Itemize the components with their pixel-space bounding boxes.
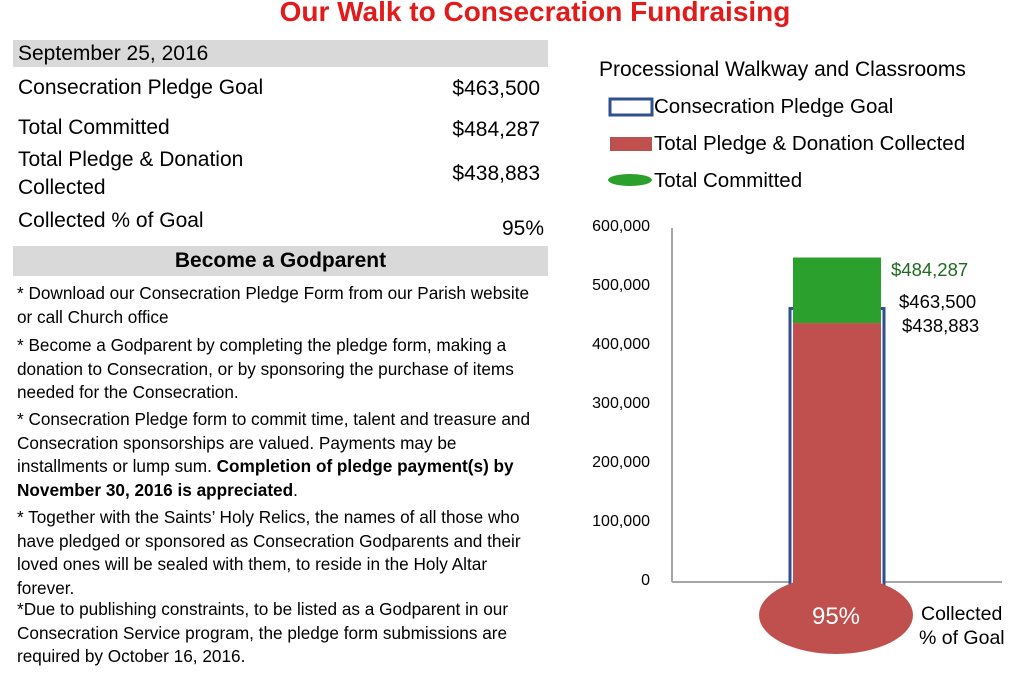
y-tick-label: 100,000 (592, 513, 650, 530)
legend-label-collected: Total Pledge & Donation Collected (654, 132, 966, 155)
label-goal-value: $463,500 (899, 291, 977, 312)
bar-collected (793, 323, 881, 592)
bar-committed (793, 257, 881, 324)
y-tick-label: 200,000 (592, 454, 650, 471)
note-pledge-form: * Consecration Pledge form to commit tim… (17, 408, 549, 502)
percent-caption-line1: Collected (921, 603, 1003, 625)
label-collected-value: $438,883 (902, 315, 980, 336)
percent-badge-ellipse (759, 576, 913, 654)
legend-label-committed: Total Committed (654, 169, 803, 192)
goal-label: Consecration Pledge Goal (18, 76, 264, 99)
date-band (13, 40, 548, 67)
note-pledge-form-deadline: Completion of pledge payment(s) by Novem… (17, 456, 514, 500)
committed-label: Total Committed (18, 116, 170, 139)
note-pledge-form-tail: . (293, 479, 298, 500)
collected-value: $438,883 (452, 162, 540, 185)
y-tick-label: 600,000 (592, 218, 650, 235)
legend-swatches (608, 97, 654, 186)
percent-label: Collected % of Goal (18, 209, 204, 232)
y-tick-label: 500,000 (592, 277, 650, 294)
goal-value: $463,500 (452, 77, 540, 100)
legend-swatch-goal (608, 97, 654, 117)
percent-value: 95% (501, 217, 544, 240)
report-date: September 25, 2016 (18, 42, 209, 65)
note-download: * Download our Consecration Pledge Form … (17, 283, 530, 327)
collected-label-line1: Total Pledge & Donation (18, 148, 244, 171)
note-pledge-form-text: * Consecration Pledge form to commit tim… (17, 409, 531, 476)
note-holy-relics: * Together with the Saints’ Holy Relics,… (17, 507, 521, 598)
y-tick-label: 0 (641, 572, 650, 589)
chart-title: Processional Walkway and Classrooms (599, 58, 966, 81)
y-tick-label: 300,000 (592, 395, 650, 412)
legend-swatch-collected (610, 137, 652, 151)
percent-badge-text: 95% (812, 603, 860, 630)
committed-value: $484,287 (452, 118, 540, 141)
label-committed-value: $484,287 (891, 259, 969, 280)
note-become-godparent: * Become a Godparent by completing the p… (17, 335, 514, 402)
godparent-band (13, 246, 548, 276)
legend-label-goal: Consecration Pledge Goal (654, 95, 894, 118)
collected-label-line2: Collected (18, 176, 106, 199)
legend-swatch-committed (608, 174, 652, 186)
y-tick-label: 400,000 (592, 336, 650, 353)
percent-caption-line2: % of Goal (919, 627, 1005, 649)
note-publishing: *Due to publishing constraints, to be li… (17, 599, 509, 666)
godparent-heading: Become a Godparent (174, 249, 387, 272)
page-title: Our Walk to Consecration Fundraising (279, 0, 791, 27)
